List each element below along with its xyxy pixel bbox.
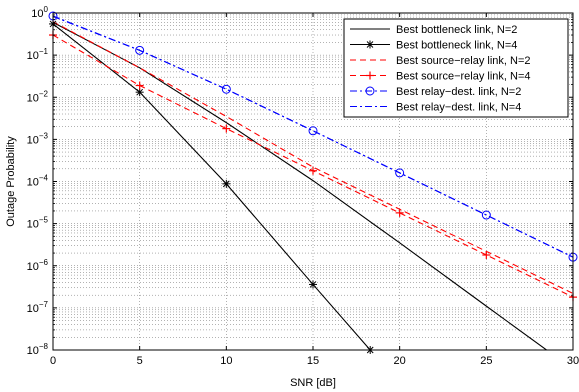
asterisk-marker xyxy=(309,280,317,289)
asterisk-marker-stroke xyxy=(222,180,230,188)
x-tick-label: 30 xyxy=(567,355,579,367)
plus-marker xyxy=(135,81,144,90)
circle-marker xyxy=(221,84,231,94)
y-axis-label: Outage Probability xyxy=(5,136,17,227)
circle-marker xyxy=(395,168,405,178)
series-line-6 xyxy=(53,15,573,258)
circle-marker xyxy=(308,126,318,136)
legend-label: Best source−relay link, N=2 xyxy=(396,55,531,67)
asterisk-marker-stroke xyxy=(366,41,374,48)
circle-marker xyxy=(135,45,145,55)
asterisk-marker xyxy=(366,40,374,49)
legend-label: Best bottleneck link, N=2 xyxy=(396,24,517,36)
legend-label: Best source−relay link, N=4 xyxy=(396,71,531,83)
y-tick-label: 10−3 xyxy=(27,131,49,146)
plus-marker xyxy=(482,250,491,259)
plus-marker xyxy=(309,166,317,175)
plus-marker xyxy=(366,71,374,80)
x-tick-label: 0 xyxy=(50,355,56,367)
y-tick-label: 10−1 xyxy=(27,47,49,62)
series-line-1 xyxy=(53,21,548,350)
asterisk-marker xyxy=(222,179,231,188)
y-tick-label: 10−4 xyxy=(27,174,49,189)
x-tick-label: 10 xyxy=(220,355,232,367)
x-tick-label: 20 xyxy=(394,355,406,367)
y-tick-label: 10−5 xyxy=(27,216,49,231)
circle-marker xyxy=(481,210,491,220)
legend-label: Best relay−dest. link, N=4 xyxy=(396,102,521,114)
axis-ticks: 0 5 10 15 20 25 30 10−8 10−7 10−6 10−5 10−4 10−3 10−2… xyxy=(27,5,579,367)
x-axis-label: SNR [dB] xyxy=(290,377,336,389)
y-tick-label: 10−7 xyxy=(27,300,49,315)
y-tick-label: 10−8 xyxy=(27,342,49,357)
x-tick-label: 15 xyxy=(307,355,319,367)
y-tick-label: 100 xyxy=(31,5,48,20)
x-tick-label: 5 xyxy=(137,355,143,367)
legend-box xyxy=(343,18,569,118)
asterisk-marker-stroke xyxy=(309,281,317,288)
x-tick-label: 25 xyxy=(480,355,492,367)
y-tick-label: 10−6 xyxy=(27,258,49,273)
y-tick-label: 10−2 xyxy=(27,89,49,104)
plus-marker xyxy=(222,124,231,133)
asterisk-marker-stroke xyxy=(136,88,144,96)
legend-label: Best relay−dest. link, N=2 xyxy=(396,86,521,98)
legend-label: Best bottleneck link, N=4 xyxy=(396,40,517,52)
plus-marker xyxy=(395,208,404,217)
circle-marker xyxy=(365,86,375,96)
legend: Best bottleneck link, N=2 Best bottleneck… xyxy=(343,18,569,118)
